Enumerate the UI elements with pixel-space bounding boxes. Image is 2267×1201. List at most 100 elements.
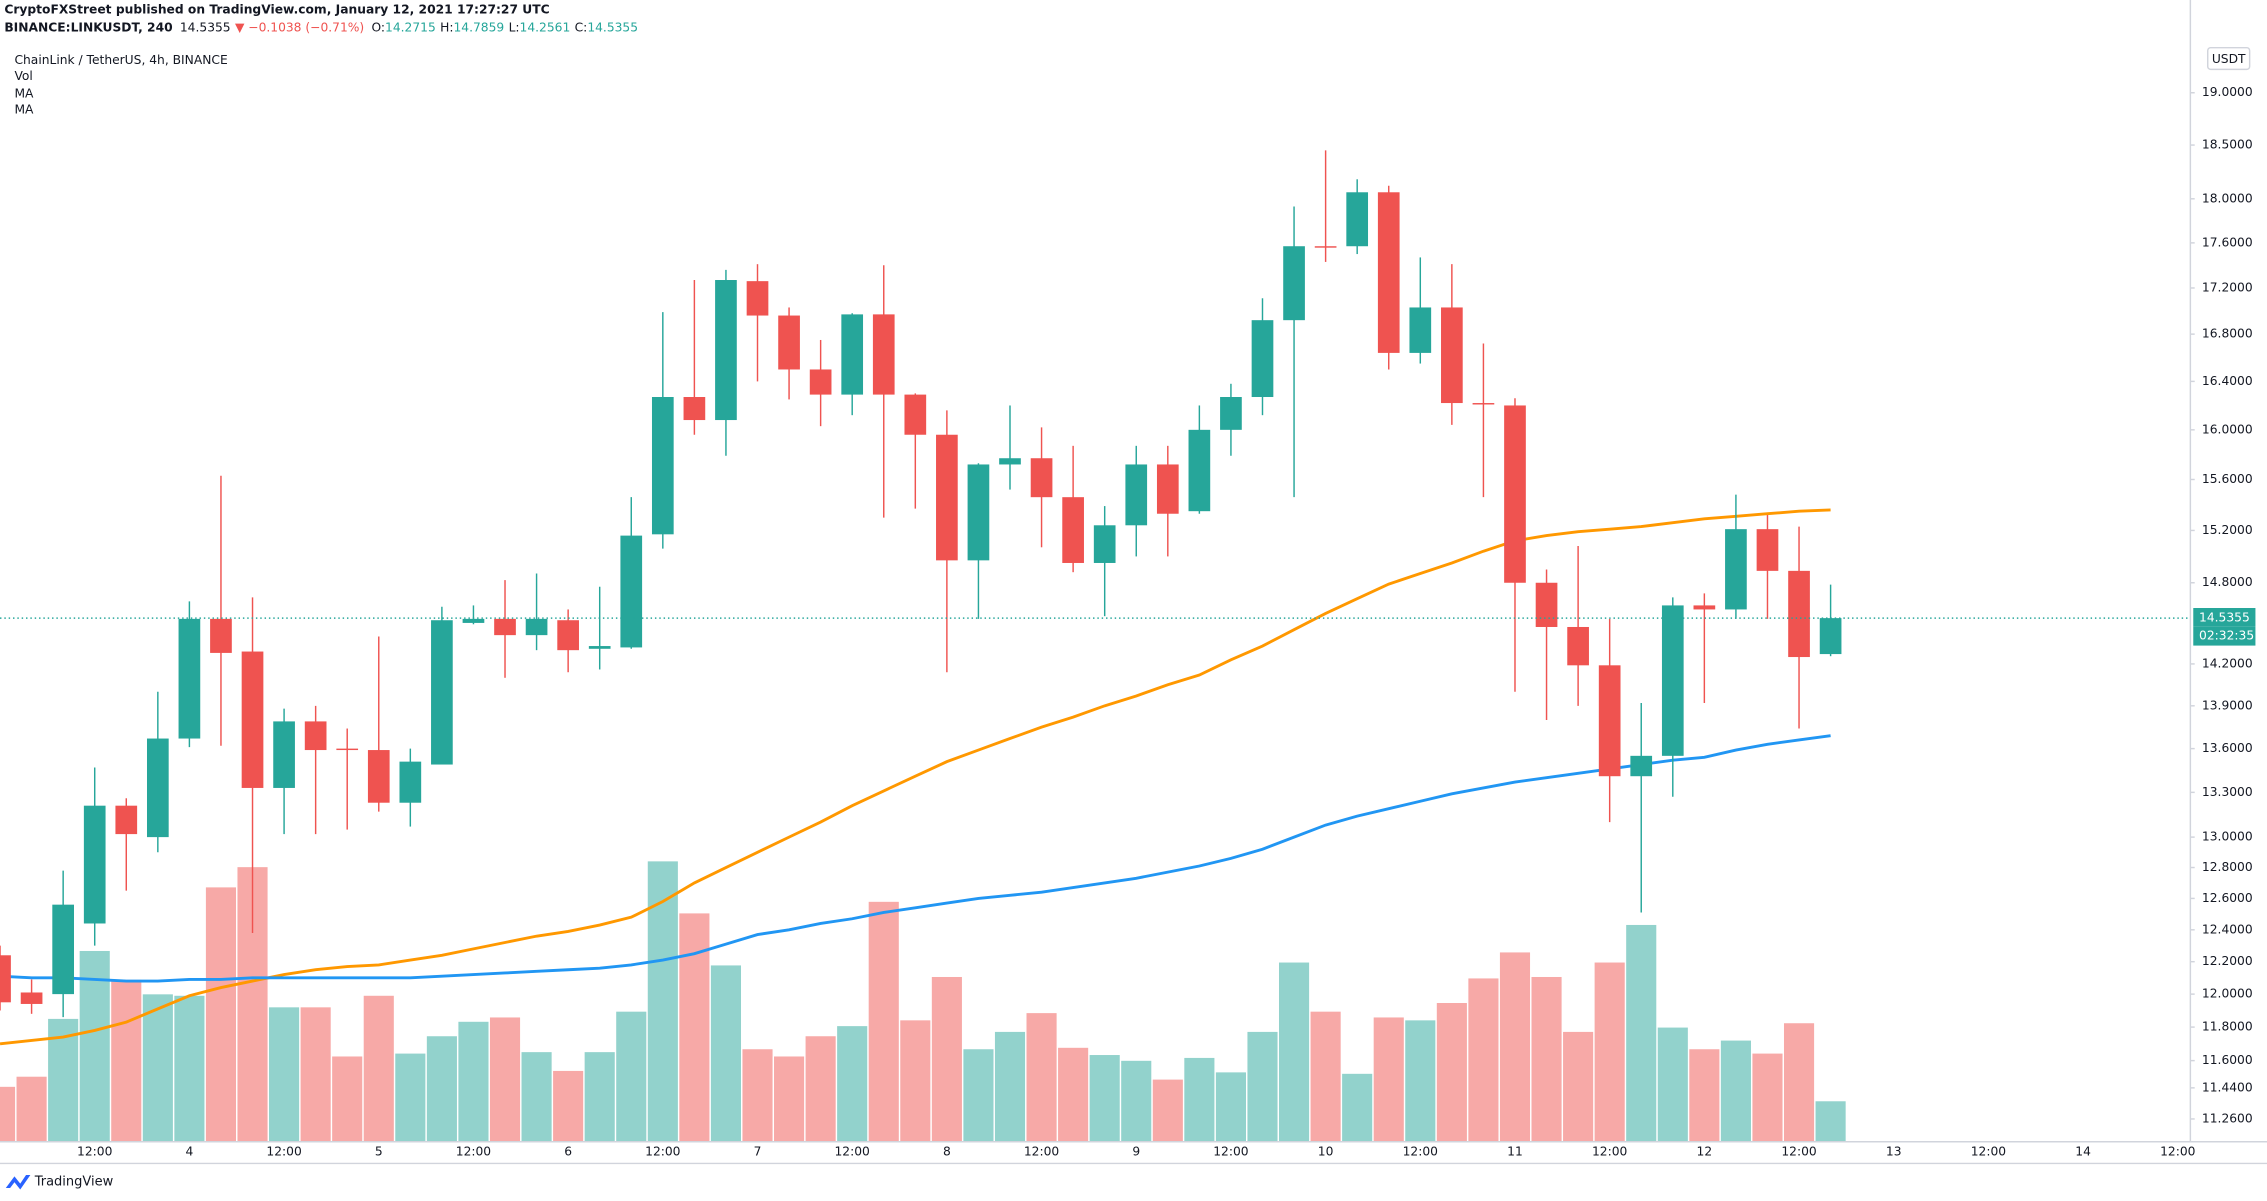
volume-bar xyxy=(1436,1003,1467,1142)
candle-body xyxy=(1251,320,1274,398)
x-tick-label: 12:00 xyxy=(456,1144,491,1158)
volume-bar xyxy=(521,1052,552,1142)
volume-bar xyxy=(1310,1011,1341,1142)
candle-body xyxy=(1598,665,1621,777)
candle-body xyxy=(1661,605,1684,756)
candle-body xyxy=(1756,529,1779,571)
unit-box xyxy=(2206,46,2251,71)
candle-body xyxy=(0,955,11,1003)
ma-line xyxy=(0,734,1831,983)
candle-body xyxy=(146,738,169,838)
volume-bar xyxy=(553,1070,584,1142)
y-tick-label: 11.6000 xyxy=(2202,1053,2253,1067)
volume-bar xyxy=(1152,1079,1183,1142)
volume-bar xyxy=(1215,1072,1246,1142)
x-tick-label: 12:00 xyxy=(1213,1144,1248,1158)
y-tick-label: 15.2000 xyxy=(2202,523,2253,537)
volume-bar xyxy=(300,1007,331,1142)
y-tick-label: 13.9000 xyxy=(2202,698,2253,712)
candle-body xyxy=(367,750,390,803)
candle-body xyxy=(936,434,958,561)
candle-body xyxy=(1156,464,1179,514)
x-tick-label: 12:00 xyxy=(1403,1144,1438,1158)
candle-body xyxy=(1567,626,1589,666)
x-tick-label: 12:00 xyxy=(835,1144,870,1158)
y-tick-label: 16.8000 xyxy=(2202,327,2253,341)
y-tick-label: 12.8000 xyxy=(2202,860,2253,874)
chart-title: ChainLink / TetherUS, 4h, BINANCE xyxy=(14,53,227,67)
x-tick-label: 12:00 xyxy=(645,1144,680,1158)
candle-body xyxy=(904,394,927,435)
publisher-line: CryptoFXStreet published on TradingView.… xyxy=(4,3,549,17)
x-tick-label: 12 xyxy=(1697,1144,1713,1158)
x-tick-label: 9 xyxy=(1132,1144,1140,1158)
candle-body xyxy=(1788,570,1810,658)
y-tick-label: 17.2000 xyxy=(2202,280,2253,294)
volume-bar xyxy=(0,1086,16,1142)
candle-body xyxy=(999,458,1021,465)
legend-entry: Vol xyxy=(14,69,32,83)
x-tick-label: 4 xyxy=(185,1144,193,1158)
volume-bar xyxy=(868,901,899,1142)
candle-body xyxy=(115,805,138,835)
volume-bar xyxy=(1720,1040,1751,1142)
footer-brand: TradingView xyxy=(34,1175,114,1190)
volume-bar xyxy=(1468,978,1499,1142)
candle-body xyxy=(1535,582,1558,627)
candle-body xyxy=(967,464,990,561)
y-tick-label: 16.4000 xyxy=(2202,374,2253,388)
volume-bar xyxy=(1184,1057,1215,1142)
volume-bar xyxy=(900,1020,931,1142)
y-tick-label: 11.4400 xyxy=(2202,1080,2253,1094)
ohlc-value: 14.5355 xyxy=(587,20,638,34)
candle-body xyxy=(1220,397,1242,430)
ohlc-label: O: xyxy=(371,20,385,34)
ohlc-value: 14.7859 xyxy=(453,20,504,34)
volume-bar xyxy=(742,1049,773,1142)
candle-body xyxy=(178,618,201,739)
volume-bar xyxy=(1689,1049,1720,1142)
footer-logo xyxy=(5,1174,31,1190)
candle-body xyxy=(683,397,706,421)
candle-body xyxy=(273,721,295,788)
candle-body xyxy=(1093,525,1116,563)
symbol: BINANCE:LINKUSDT, 240 xyxy=(4,20,172,34)
volume-bar xyxy=(1752,1053,1783,1142)
y-tick-label: 12.0000 xyxy=(2202,987,2253,1001)
candle-body xyxy=(52,904,74,995)
volume-bar xyxy=(1058,1047,1089,1142)
x-tick-label: 12:00 xyxy=(1781,1144,1816,1158)
candle-body xyxy=(1283,246,1305,321)
candle-body xyxy=(1693,605,1716,610)
volume-bar xyxy=(1278,962,1310,1142)
volume-bar xyxy=(174,995,205,1142)
volume-bar xyxy=(458,1021,489,1142)
legend-entry: MA xyxy=(14,86,34,100)
volume-bar xyxy=(16,1076,47,1142)
candle-body xyxy=(431,620,453,765)
x-tick-label: 14 xyxy=(2075,1144,2091,1158)
candle-body xyxy=(841,314,864,395)
y-tick-label: 12.2000 xyxy=(2202,954,2253,968)
volume-bar xyxy=(931,976,962,1142)
y-tick-label: 14.8000 xyxy=(2202,575,2253,589)
volume-bar xyxy=(584,1052,615,1142)
x-tick-label: 12:00 xyxy=(1971,1144,2006,1158)
candle-body xyxy=(1441,307,1463,404)
volume-bar xyxy=(1563,1031,1594,1142)
volume-bar xyxy=(1247,1031,1278,1142)
x-tick-label: 8 xyxy=(943,1144,951,1158)
volume-bar xyxy=(1373,1017,1404,1142)
volume-bar xyxy=(142,994,173,1142)
candle-body xyxy=(525,618,548,636)
candle-body xyxy=(399,761,422,803)
countdown: 02:32:35 xyxy=(2199,629,2254,643)
volume-bar xyxy=(1531,976,1562,1142)
volume-bar xyxy=(1121,1060,1152,1142)
volume-bar xyxy=(1342,1073,1373,1142)
candle-body xyxy=(1819,618,1842,655)
volume-bar xyxy=(994,1031,1026,1142)
symbol-line: BINANCE:LINKUSDT, 240 14.5355 ▼ −0.1038 (−… xyxy=(4,20,638,34)
plot-area xyxy=(0,150,2191,1142)
y-tick-label: 11.2600 xyxy=(2202,1111,2253,1125)
